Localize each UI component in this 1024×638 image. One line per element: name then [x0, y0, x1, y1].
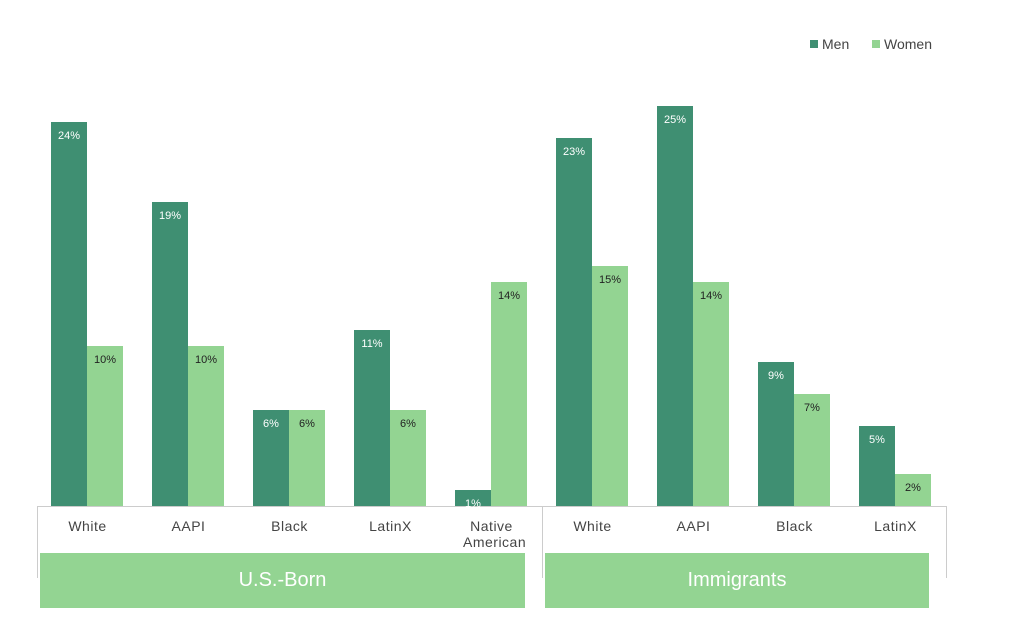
bar: [455, 490, 491, 506]
x-tick-label: LatinX: [369, 518, 412, 534]
data-label: 24%: [57, 130, 81, 142]
bar: [592, 266, 628, 506]
group-divider: [542, 506, 543, 578]
legend-label: Women: [884, 36, 932, 52]
data-label: 2%: [905, 482, 921, 494]
bar: [87, 346, 123, 506]
legend-item: Women: [872, 36, 932, 52]
bar: [556, 138, 592, 506]
bar: [657, 106, 693, 506]
data-label: 1%: [465, 498, 481, 510]
data-label: 10%: [194, 354, 218, 366]
data-label: 9%: [768, 370, 784, 382]
legend-swatch: [872, 40, 880, 48]
x-tick-label: White: [68, 518, 107, 534]
x-tick-label: Black: [776, 518, 813, 534]
data-label: 11%: [361, 338, 383, 350]
data-label: 23%: [562, 146, 586, 158]
x-tick-label: AAPI: [171, 518, 206, 534]
bar: [758, 362, 794, 506]
bar: [51, 122, 87, 506]
bar: [859, 426, 895, 506]
bar: [895, 474, 931, 506]
group-label: U.S.-Born: [40, 553, 525, 608]
group-divider: [37, 506, 38, 578]
bar: [354, 330, 390, 506]
bar: [693, 282, 729, 506]
x-tick-label: AAPI: [676, 518, 711, 534]
bar: [152, 202, 188, 506]
bar: [491, 282, 527, 506]
data-label: 6%: [400, 418, 416, 430]
group-divider: [946, 506, 947, 578]
legend-label: Men: [822, 36, 850, 52]
bar: [794, 394, 830, 506]
data-label: 6%: [263, 418, 279, 430]
data-label: 25%: [663, 114, 687, 126]
x-tick-label: Native American: [463, 518, 527, 550]
axis-line: [37, 506, 946, 507]
bar: [390, 410, 426, 506]
data-label: 5%: [869, 434, 885, 446]
data-label: 6%: [299, 418, 315, 430]
data-label: 7%: [804, 402, 820, 414]
data-label: 10%: [93, 354, 117, 366]
bar: [253, 410, 289, 506]
data-label: 14%: [699, 290, 723, 302]
bar: [289, 410, 325, 506]
legend-item: Men: [810, 36, 849, 52]
group-label: Immigrants: [545, 553, 929, 608]
legend-swatch: [810, 40, 818, 48]
data-label: 14%: [497, 290, 521, 302]
bar: [188, 346, 224, 506]
data-label: 19%: [158, 210, 182, 222]
x-tick-label: White: [573, 518, 612, 534]
x-tick-label: Black: [271, 518, 308, 534]
x-tick-label: LatinX: [874, 518, 917, 534]
data-label: 15%: [598, 274, 622, 286]
